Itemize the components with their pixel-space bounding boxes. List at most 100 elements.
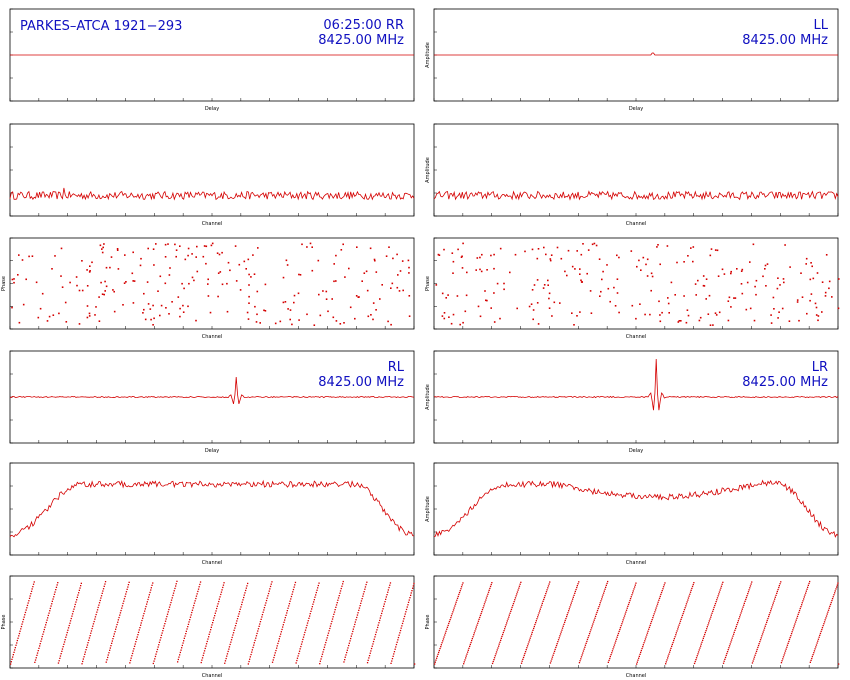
phase-point (15, 644, 17, 646)
y-axis-label: Amplitude (425, 42, 431, 68)
phase-point (201, 659, 203, 661)
phase-point (533, 625, 535, 628)
phase-point (115, 628, 117, 630)
phase-point (733, 631, 735, 633)
phase-point (575, 588, 577, 591)
phase-point (630, 250, 633, 252)
phase-point (814, 648, 816, 650)
phase-point (329, 625, 332, 627)
polarization-label: RL (388, 360, 405, 375)
phase-point (334, 609, 336, 611)
phase-point (776, 287, 779, 290)
phase-point (652, 617, 654, 619)
phase-point (502, 631, 504, 634)
phase-point (600, 290, 602, 293)
phase-point (209, 631, 211, 633)
phase-point (216, 607, 218, 610)
phase-point (490, 307, 492, 309)
x-axis-label: Delay (629, 448, 643, 454)
phase-point (48, 612, 50, 614)
phase-point (140, 624, 142, 626)
phase-point (739, 614, 741, 616)
phase-point (14, 649, 16, 651)
phase-point (93, 620, 95, 623)
phase-point (824, 619, 826, 621)
phase-point (76, 599, 78, 601)
phase-point (337, 599, 339, 601)
phase-point (644, 640, 646, 642)
phase-point (714, 604, 716, 607)
phase-point (579, 660, 581, 662)
phase-point (636, 265, 638, 268)
phase-point (644, 638, 647, 640)
phase-point (749, 261, 751, 263)
phase-point (463, 661, 465, 663)
phase-point (761, 635, 763, 637)
phase-point (655, 607, 657, 609)
phase-point (293, 294, 296, 297)
phase-point (205, 643, 208, 645)
phase-point (159, 275, 162, 278)
phase-point (635, 582, 637, 584)
phase-point (88, 637, 91, 639)
phase-point (726, 651, 729, 653)
phase-point (67, 627, 70, 629)
phase-point (162, 630, 164, 632)
phase-point (648, 628, 650, 630)
phase-point (645, 636, 647, 638)
phase-point (818, 636, 820, 638)
phase-point (784, 650, 787, 652)
phase-point (692, 583, 694, 586)
phase-point (721, 268, 724, 271)
phase-point (348, 642, 350, 644)
phase-point (733, 633, 735, 635)
phase-point (654, 609, 657, 611)
phase-point (53, 593, 56, 595)
phase-point (330, 623, 332, 625)
phase-point (146, 603, 148, 605)
phase-point (812, 654, 814, 656)
phase-point (456, 597, 459, 599)
phase-point (702, 637, 704, 639)
phase-point (143, 612, 145, 615)
phase-point (825, 617, 827, 619)
phase-point (490, 583, 492, 586)
phase-point (567, 249, 570, 252)
phase-point (102, 588, 105, 590)
phase-point (620, 625, 622, 627)
phase-point (205, 245, 208, 248)
phase-point (529, 637, 531, 639)
phase-point (67, 629, 69, 631)
phase-point (695, 657, 698, 659)
phase-point (518, 585, 521, 587)
phase-point (835, 588, 837, 590)
phase-point (458, 591, 461, 594)
phase-point (632, 592, 634, 594)
phase-point (360, 602, 362, 604)
phase-point (462, 242, 464, 245)
phase-point (122, 602, 124, 605)
phase-point (671, 645, 673, 647)
phase-point (313, 324, 316, 326)
phase-point (378, 622, 380, 624)
phase-point (400, 627, 402, 629)
phase-point (401, 622, 404, 625)
phase-point (85, 649, 87, 651)
phase-point (485, 299, 487, 302)
phase-point (156, 651, 158, 653)
phase-point (673, 638, 675, 640)
phase-point (246, 585, 248, 587)
phase-point (716, 597, 719, 599)
phase-point (630, 596, 632, 598)
phase-point (105, 661, 107, 663)
phase-point (569, 606, 571, 608)
phase-point (596, 611, 598, 614)
phase-point (13, 651, 15, 653)
phase-point (391, 658, 394, 660)
phase-point (199, 581, 202, 583)
phase-point (142, 312, 144, 314)
phase-point (582, 650, 585, 652)
phase-point (191, 253, 193, 255)
phase-point (757, 644, 760, 647)
